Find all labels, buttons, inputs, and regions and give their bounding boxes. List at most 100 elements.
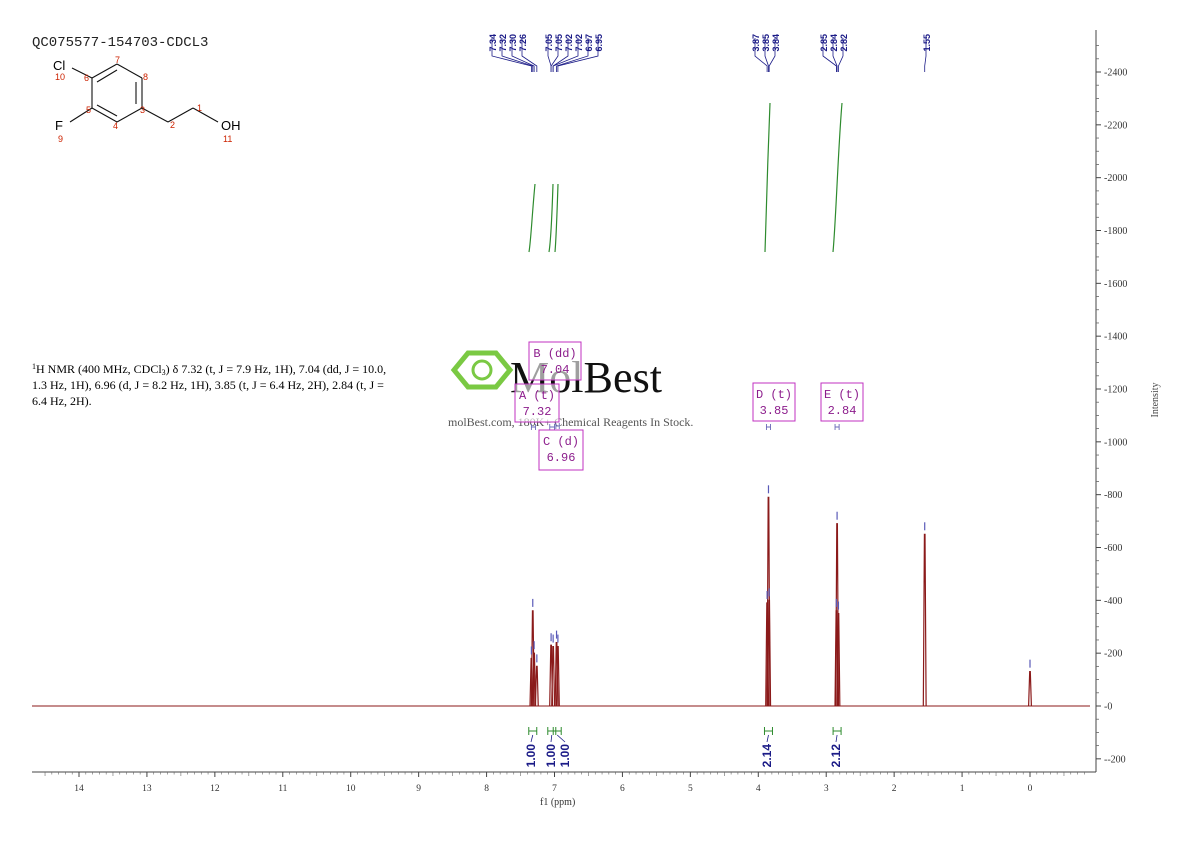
spectrum-peak (551, 645, 556, 707)
peak-label-leader (501, 38, 534, 72)
x-tick-label: 3 (824, 784, 829, 794)
peak-label: 3.85 (761, 34, 771, 52)
peak-label-leader (924, 38, 927, 72)
integration-labels: 1.00 1.00 1.00 2.14 2.12 (524, 727, 843, 767)
spectrum-peak (767, 599, 772, 707)
peak-label-leader (768, 38, 776, 72)
peak-label: 2.84 (829, 34, 839, 52)
y-tick-label: -400 (1104, 596, 1122, 607)
x-tick-label: 1 (960, 784, 965, 794)
y-tick-label: -200 (1104, 649, 1122, 660)
integral-leader (766, 734, 769, 743)
nmr-line3: 6.4 Hz, 2H). (32, 394, 92, 408)
integral-curve (764, 102, 771, 253)
multiplet-box (528, 341, 582, 381)
multiplet-value: 7.32 (523, 405, 552, 419)
y-tick-label: -600 (1104, 543, 1122, 554)
atom-oh: OH (221, 118, 241, 133)
multiplet-title: C (d) (543, 435, 579, 449)
x-axis-ticks: 14 13 12 11 10 9 8 7 6 5 4 3 2 1 0 (44, 772, 1085, 794)
spectrum-peak (1028, 671, 1032, 707)
peak-label-leader (491, 38, 532, 72)
y-tick-label: -1200 (1104, 385, 1127, 396)
peak-label: 6.97 (584, 34, 594, 52)
spectrum-peak (532, 652, 537, 707)
y-tick-label: -1600 (1104, 279, 1127, 290)
atom-number: 5 (86, 105, 91, 115)
x-tick-label: 4 (756, 784, 761, 794)
peak-label-leader (550, 38, 559, 72)
integral-curve (554, 183, 559, 253)
multiplet-bracket (530, 424, 536, 430)
multiplet-bracket (834, 424, 840, 430)
peak-label-leader (754, 38, 768, 72)
x-tick-label: 6 (620, 784, 625, 794)
atom-number: 9 (58, 134, 63, 144)
multiplet-box (538, 429, 584, 471)
peak-label-leader (838, 38, 844, 72)
atom-f: F (55, 118, 63, 133)
y-tick-label: -1000 (1104, 437, 1127, 448)
multiplet-box (514, 383, 560, 423)
peak-markers (530, 485, 1031, 668)
peak-label: 3.84 (771, 34, 781, 52)
x-tick-label: 10 (346, 784, 356, 794)
y-tick-label: -0 (1104, 702, 1112, 713)
integration-value: 2.14 (760, 744, 774, 768)
multiplet-value: 7.04 (541, 363, 570, 377)
watermark-tagline: molBest.com, 180K+ Chemical Reagents In … (448, 415, 693, 429)
y-tick-label: -1800 (1104, 226, 1127, 237)
multiplet-value: 6.96 (547, 451, 576, 465)
integral-curve (548, 183, 554, 253)
atom-number: 10 (55, 72, 65, 82)
svg-text:1H NMR (400 MHz, CDCl3) δ 7.32: 1H NMR (400 MHz, CDCl3) δ 7.32 (t, J = 7… (32, 362, 386, 377)
spectrum-peaks (529, 496, 1032, 707)
integral-leader (835, 734, 838, 743)
molbest-logo-icon (450, 350, 514, 390)
y-axis-label: Intensity (1150, 383, 1161, 418)
x-tick-label: 5 (688, 784, 693, 794)
y-tick-label: -800 (1104, 490, 1122, 501)
peak-label-leader (832, 38, 838, 72)
multiplet-bracket (555, 423, 560, 429)
y-tick-label: -2200 (1104, 120, 1127, 131)
peak-label: 1.55 (922, 34, 932, 52)
peak-label: 7.32 (498, 34, 508, 52)
integration-value: 2.12 (829, 744, 843, 768)
atom-number: 1 (197, 103, 202, 113)
y-axis-ticks: -2400 -2200 -2000 -1800 -1600 -1400 -1200 -1000… (1096, 45, 1127, 765)
integral-bracket (528, 727, 538, 735)
peak-label-leader (822, 38, 837, 72)
multiplet-bracket (765, 424, 771, 430)
multiplet-value: 2.84 (828, 404, 857, 418)
nmr-description: 1H NMR (400 MHz, CDCl3) δ 7.32 (t, J = 7… (32, 362, 386, 408)
integration-value: 1.00 (544, 744, 558, 768)
x-tick-label: 7 (552, 784, 557, 794)
peak-label-leader (764, 38, 769, 72)
integral-bracket (552, 727, 562, 735)
multiplet-bracket (549, 424, 555, 430)
atom-number: 2 (170, 120, 175, 130)
integration-value: 1.00 (524, 744, 538, 768)
nmr-sub: 3 (162, 368, 166, 377)
x-axis-label: f1 (ppm) (540, 797, 575, 808)
chemical-structure (69, 63, 219, 123)
spectrum-peak (555, 645, 560, 707)
x-tick-label: 12 (210, 784, 220, 794)
peak-label: 7.26 (518, 34, 528, 52)
x-tick-label: 11 (278, 784, 287, 794)
y-tick-label: -2400 (1104, 68, 1127, 79)
spectrum-peak (836, 612, 841, 707)
integral-leader (530, 734, 534, 743)
nmr-sup: 1 (32, 362, 36, 371)
peak-label: 2.82 (839, 34, 849, 52)
y-tick-label: -2000 (1104, 173, 1127, 184)
peak-label: 2.85 (819, 34, 829, 52)
multiplet-title: E (t) (824, 388, 860, 402)
peak-label: 3.87 (751, 34, 761, 52)
multiplet-value: 3.85 (760, 404, 789, 418)
sample-id: QC075577-154703-CDCL3 (32, 35, 208, 51)
integral-bracket (832, 727, 842, 735)
peak-label-leader (557, 38, 599, 72)
peak-label: 7.30 (508, 34, 518, 52)
